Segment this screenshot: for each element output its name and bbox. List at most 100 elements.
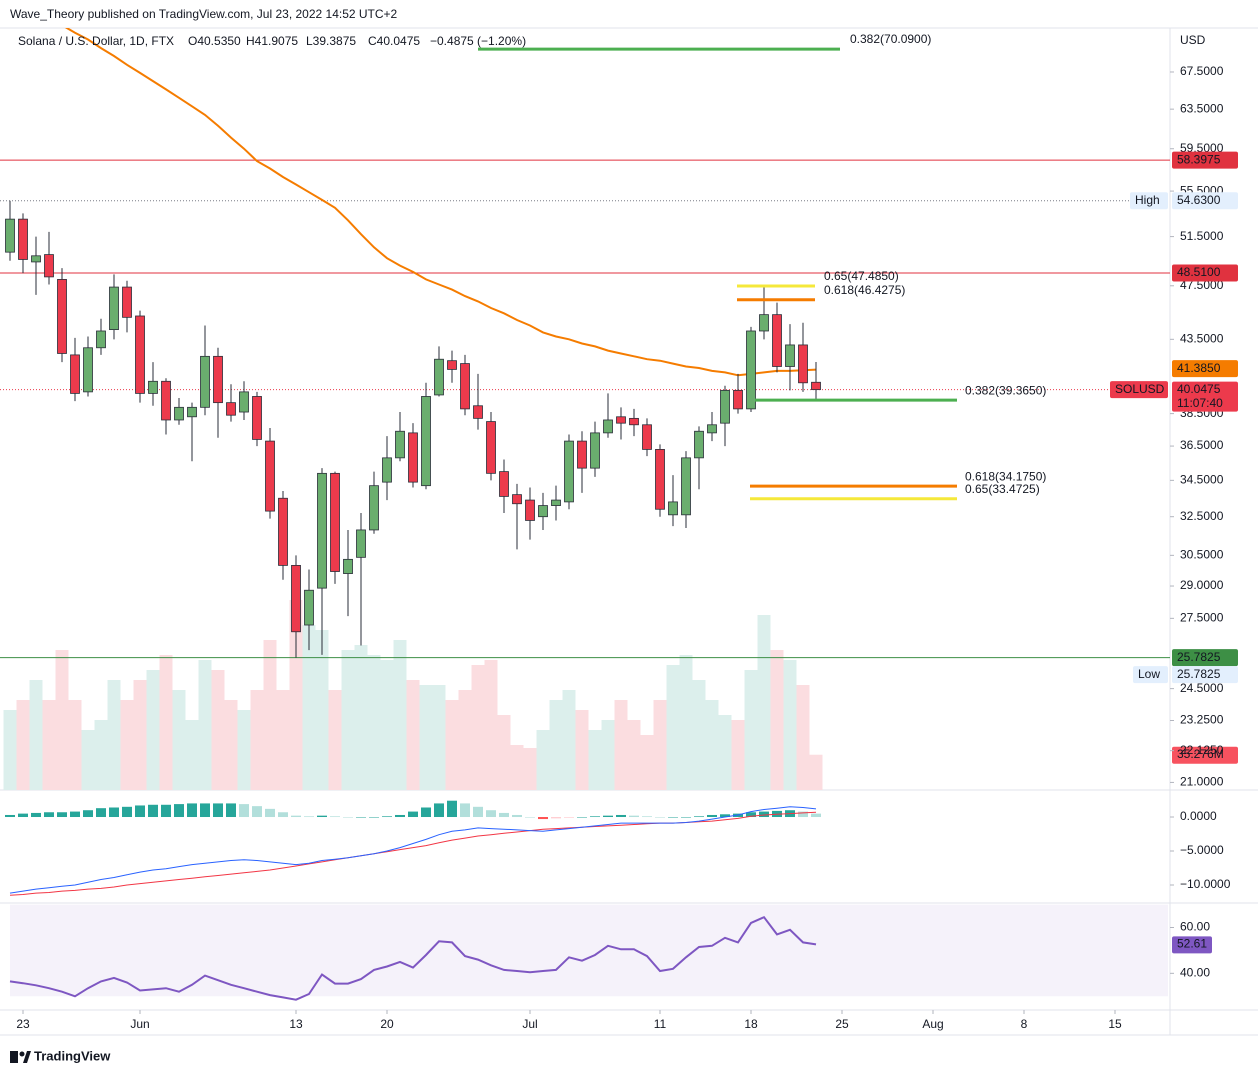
y-tick-label: 40.00 (1180, 966, 1210, 980)
y-tick-label: 29.0000 (1180, 578, 1224, 592)
histogram-bar (655, 817, 665, 818)
volume-bar (731, 720, 745, 790)
candle-body (174, 406, 184, 421)
histogram-bar (382, 816, 392, 818)
y-tick-label: 63.5000 (1180, 101, 1224, 115)
candle-body (525, 499, 535, 521)
legend-value: H41.9075 (246, 34, 298, 48)
volume-bar (419, 685, 433, 790)
level-badge-bg (1172, 649, 1238, 667)
volume-bar (471, 665, 485, 790)
y-tick-label: −5.0000 (1180, 843, 1224, 857)
volume-bar (536, 730, 550, 790)
histogram-bar (759, 811, 769, 818)
histogram-bar (668, 817, 678, 818)
histogram-bar (317, 815, 327, 818)
candle-body (551, 499, 561, 506)
candle-body (161, 380, 171, 421)
volume-bar (341, 650, 355, 790)
volume-bar (211, 670, 225, 790)
histogram-bar (161, 804, 171, 818)
volume-bar (159, 655, 173, 790)
histogram-bar (746, 812, 756, 818)
histogram-bar (265, 808, 275, 818)
candle-body (200, 355, 210, 408)
y-tick-label: 24.5000 (1180, 681, 1224, 695)
volume-bar (81, 730, 95, 790)
candle-body (629, 417, 639, 426)
histogram-bar (278, 812, 288, 818)
high-tag-bg (1130, 192, 1168, 210)
candle-body (96, 330, 106, 349)
candle-body (746, 330, 756, 410)
candle-body (5, 218, 15, 253)
volume-bar (497, 715, 511, 790)
histogram-bar (122, 806, 132, 818)
volume-bar (185, 720, 199, 790)
histogram-bar (538, 817, 548, 820)
volume-bar (224, 700, 238, 790)
volume-bar (367, 655, 381, 790)
fib-label: 0.382(70.0900) (850, 32, 931, 46)
candle-body (239, 391, 249, 413)
candle-body (57, 279, 67, 354)
histogram-bar (148, 804, 158, 818)
candle-body (265, 440, 275, 512)
candle-body (31, 255, 41, 263)
volume-bar (601, 720, 615, 790)
volume-bar (380, 660, 394, 790)
y-tick-label: 0.0000 (1180, 809, 1217, 823)
histogram-bar (330, 816, 340, 818)
histogram-bar (460, 803, 470, 818)
volume-bar (107, 680, 121, 790)
histogram-bar (681, 817, 691, 818)
low-badge: 25.7825 (1177, 667, 1221, 681)
x-tick-label: Aug (922, 1017, 943, 1031)
candle-body (18, 218, 28, 260)
histogram-bar (447, 800, 457, 818)
volume-bar (302, 625, 316, 790)
volume-bar (692, 680, 706, 790)
histogram-bar (434, 803, 444, 818)
y-tick-label: 27.5000 (1180, 611, 1224, 625)
fib-label: 0.618(46.4275) (824, 283, 905, 297)
high-badge: 54.6300 (1177, 193, 1221, 207)
volume-bar (627, 720, 641, 790)
volume-bar (315, 630, 329, 790)
candle-body (187, 406, 197, 418)
y-tick-label: 59.5000 (1180, 141, 1224, 155)
histogram-bar (252, 806, 262, 818)
candle-body (694, 430, 704, 459)
ema-line (64, 28, 817, 377)
volume-badge: 35.276M (1177, 747, 1224, 761)
last-price-bg (1172, 381, 1238, 412)
histogram-bar (135, 805, 145, 818)
volume-bar (549, 700, 563, 790)
histogram-bar (304, 816, 314, 818)
histogram-bar (590, 816, 600, 818)
histogram-bar (577, 817, 587, 818)
histogram-bar (629, 815, 639, 818)
logo (10, 1051, 31, 1063)
level-badge-bg (1172, 151, 1238, 169)
volume-bar (757, 615, 771, 790)
volume-bar (575, 710, 589, 790)
histogram-bar (70, 811, 80, 818)
histogram-bar (31, 812, 41, 818)
x-tick-label: 11 (654, 1017, 667, 1031)
histogram-bar (369, 817, 379, 818)
x-tick-label: 23 (16, 1017, 30, 1031)
histogram-bar (473, 806, 483, 818)
candle-body (668, 501, 678, 516)
histogram-bar (96, 808, 106, 818)
volume-bar (809, 754, 823, 790)
level-badge: 48.5100 (1177, 265, 1221, 279)
histogram-bar (174, 804, 184, 818)
volume-bar (562, 690, 576, 790)
candle-body (369, 485, 379, 531)
volume-bar (250, 690, 264, 790)
fib-label: 0.618(34.1750) (965, 469, 1046, 483)
rsi-badge-bg (1172, 936, 1212, 954)
candle-body (213, 355, 223, 404)
